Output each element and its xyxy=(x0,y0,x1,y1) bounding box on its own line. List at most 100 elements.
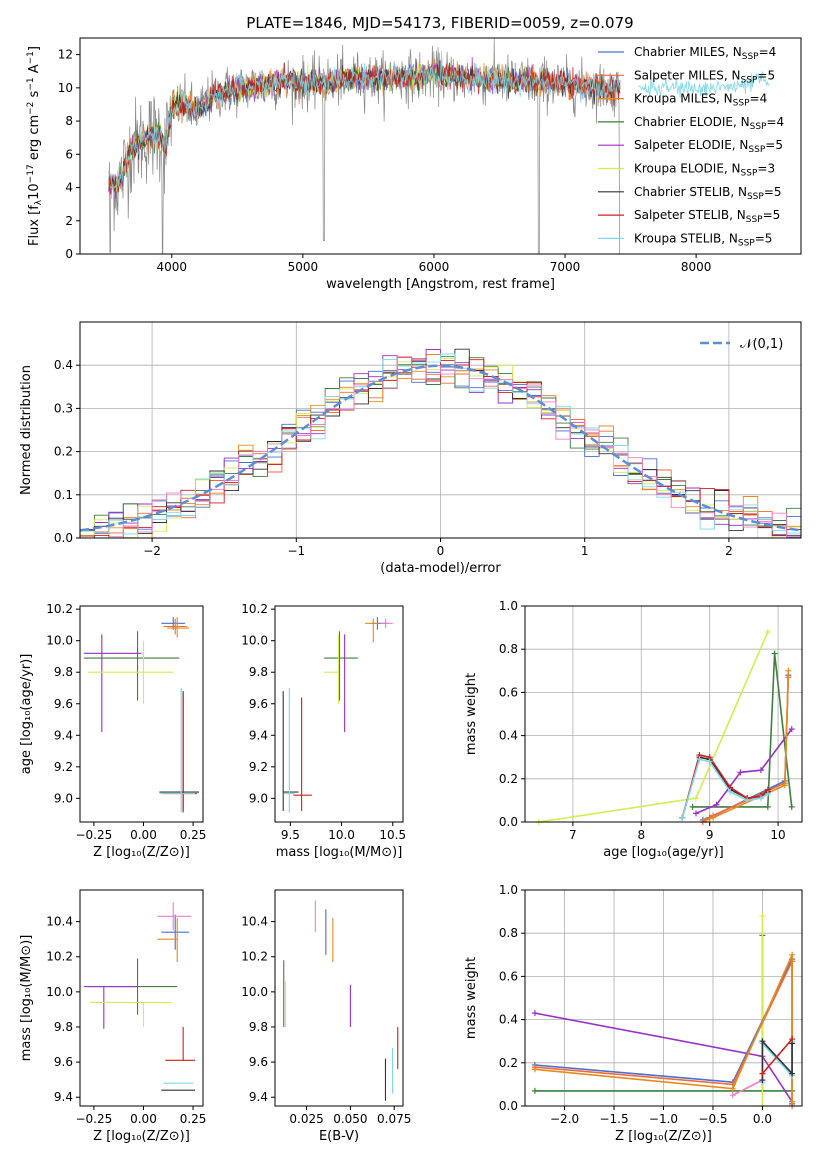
series-marker xyxy=(729,1092,736,1099)
y-label-part: −2 xyxy=(26,102,36,115)
mass_vs_EBV-points xyxy=(283,900,399,1101)
age_vs_Z-points xyxy=(83,617,200,813)
y-tick-label: 6 xyxy=(65,147,73,161)
weight_vs_Z-series xyxy=(531,912,796,1109)
legend-sub: SSP xyxy=(747,192,764,202)
legend-sub: SSP xyxy=(750,122,767,132)
gaussian-legend-label: 𝒩(0,1) xyxy=(740,337,783,352)
series-marker xyxy=(706,758,713,765)
errorbar-point xyxy=(324,634,340,704)
legend-val: =3 xyxy=(757,162,775,176)
errorbar-point xyxy=(165,1026,196,1061)
y-tick-label: 10.4 xyxy=(46,915,73,929)
x-axis-label: Z [log₁₀(Z/Z⊙)] xyxy=(615,1129,712,1144)
mass_vs_Z-frame xyxy=(79,889,204,1107)
legend-sub: SSP xyxy=(741,75,758,85)
x-axis-label: (data-model)/error xyxy=(380,561,501,576)
legend-entry: Kroupa ELODIE, NSSP=3 xyxy=(634,162,775,179)
legend-entry: Salpeter MILES, NSSP=5 xyxy=(634,68,775,85)
legend-label: Chabrier MILES, N xyxy=(634,45,742,59)
x-tick-label: 4000 xyxy=(156,260,187,274)
x-tick-label: 10.0 xyxy=(328,828,355,842)
y-label-part: erg cm xyxy=(27,115,42,164)
legend-sub: SSP xyxy=(741,169,758,179)
y-tick-label: 9.2 xyxy=(249,760,268,774)
series-marker xyxy=(788,803,795,810)
y-tick-label: 4 xyxy=(65,181,73,195)
spectrum-frame xyxy=(79,37,802,255)
y-tick-label: 9.8 xyxy=(54,1020,73,1034)
series-marker xyxy=(757,767,764,774)
x-tick-label: 6000 xyxy=(419,260,450,274)
y-tick-label: 10.0 xyxy=(241,985,268,999)
x-tick-label: 0.025 xyxy=(289,1112,323,1126)
series-marker xyxy=(757,795,764,802)
legend-label: Salpeter MILES, N xyxy=(634,68,741,82)
y-tick-label: 9.6 xyxy=(54,1055,73,1069)
x-tick-label: 10.5 xyxy=(379,828,406,842)
age_vs_mass-frame xyxy=(274,605,404,823)
series-marker xyxy=(788,726,795,733)
y-label-part: ] xyxy=(27,46,42,51)
series-marker xyxy=(744,797,751,804)
errorbar-point xyxy=(159,687,196,813)
series-marker xyxy=(531,1087,538,1094)
y-tick-label: 10.4 xyxy=(241,915,268,929)
x-tick-label: 9.5 xyxy=(281,828,300,842)
errorbar-point xyxy=(157,902,192,931)
errorbar-point xyxy=(157,918,178,962)
legend-label: Salpeter STELIB, N xyxy=(634,208,746,222)
y-label-part: λ xyxy=(34,199,44,205)
y-tick-label: 9.6 xyxy=(249,1055,268,1069)
x-tick-label: 5000 xyxy=(288,260,319,274)
legend-entry: Salpeter ELODIE, NSSP=5 xyxy=(634,138,783,155)
series-marker xyxy=(729,1085,736,1092)
series-marker xyxy=(771,650,778,657)
legend-label: Kroupa MILES, N xyxy=(634,92,733,106)
y-tick-label: 0.2 xyxy=(499,1056,518,1070)
series-line xyxy=(761,1038,793,1075)
series-line xyxy=(534,954,793,1102)
legend-label: Chabrier ELODIE, N xyxy=(634,115,750,129)
y-tick-label: 10.0 xyxy=(241,634,268,648)
y-tick-label: 9.8 xyxy=(249,665,268,679)
y-tick-label: 1.0 xyxy=(499,599,518,613)
y-tick-label: 0.6 xyxy=(499,969,518,983)
errorbar-point xyxy=(83,634,142,733)
y-tick-label: 0.3 xyxy=(54,401,73,415)
y-tick-label: 9.0 xyxy=(249,791,268,805)
y-tick-label: 0 xyxy=(65,247,73,261)
series-marker xyxy=(785,667,792,674)
errorbar-point xyxy=(83,631,180,701)
age_vs_mass-axes: 9.5 10.0 10.5 9.0 9.2 9.4 9.6 9.8 10.0 10.2 mass [… xyxy=(241,602,406,860)
x-tick-label: −0.25 xyxy=(75,1112,112,1126)
series-marker xyxy=(692,795,699,802)
mass_vs_EBV-axes: 0.025 0.050 0.075 9.4 9.6 9.8 10.0 10.2 10.4 E(B-… xyxy=(241,889,411,1144)
errorbar-point xyxy=(293,697,312,811)
series-marker xyxy=(531,1010,538,1017)
legend-val: =4 xyxy=(750,92,768,106)
x-tick-label: 10 xyxy=(770,828,785,842)
spectrum-model-tail xyxy=(638,70,770,98)
x-tick-label: 0.25 xyxy=(180,828,207,842)
series-marker xyxy=(764,628,771,635)
series-marker xyxy=(710,814,717,821)
series-line xyxy=(732,1079,763,1096)
y-tick-label: 10.0 xyxy=(46,985,73,999)
y-tick-label: 10.0 xyxy=(46,634,73,648)
legend-entry: Chabrier STELIB, NSSP=5 xyxy=(634,185,782,202)
y-tick-label: 9.4 xyxy=(54,728,73,742)
histogram-extra-pink xyxy=(80,356,801,538)
y-tick-label: 10.2 xyxy=(46,602,73,616)
legend-sub: SSP xyxy=(733,99,750,109)
y-axis-label: mass weight xyxy=(464,673,479,755)
errorbar-point xyxy=(87,640,174,704)
y-tick-label: 9.0 xyxy=(54,791,73,805)
errorbar-point xyxy=(365,618,379,643)
errorbar-point xyxy=(83,986,138,1029)
legend-sub: SSP xyxy=(742,52,759,62)
errorbar-point xyxy=(161,914,190,950)
y-tick-label: 0.1 xyxy=(54,488,73,502)
y-tick-label: 1.0 xyxy=(499,883,518,897)
